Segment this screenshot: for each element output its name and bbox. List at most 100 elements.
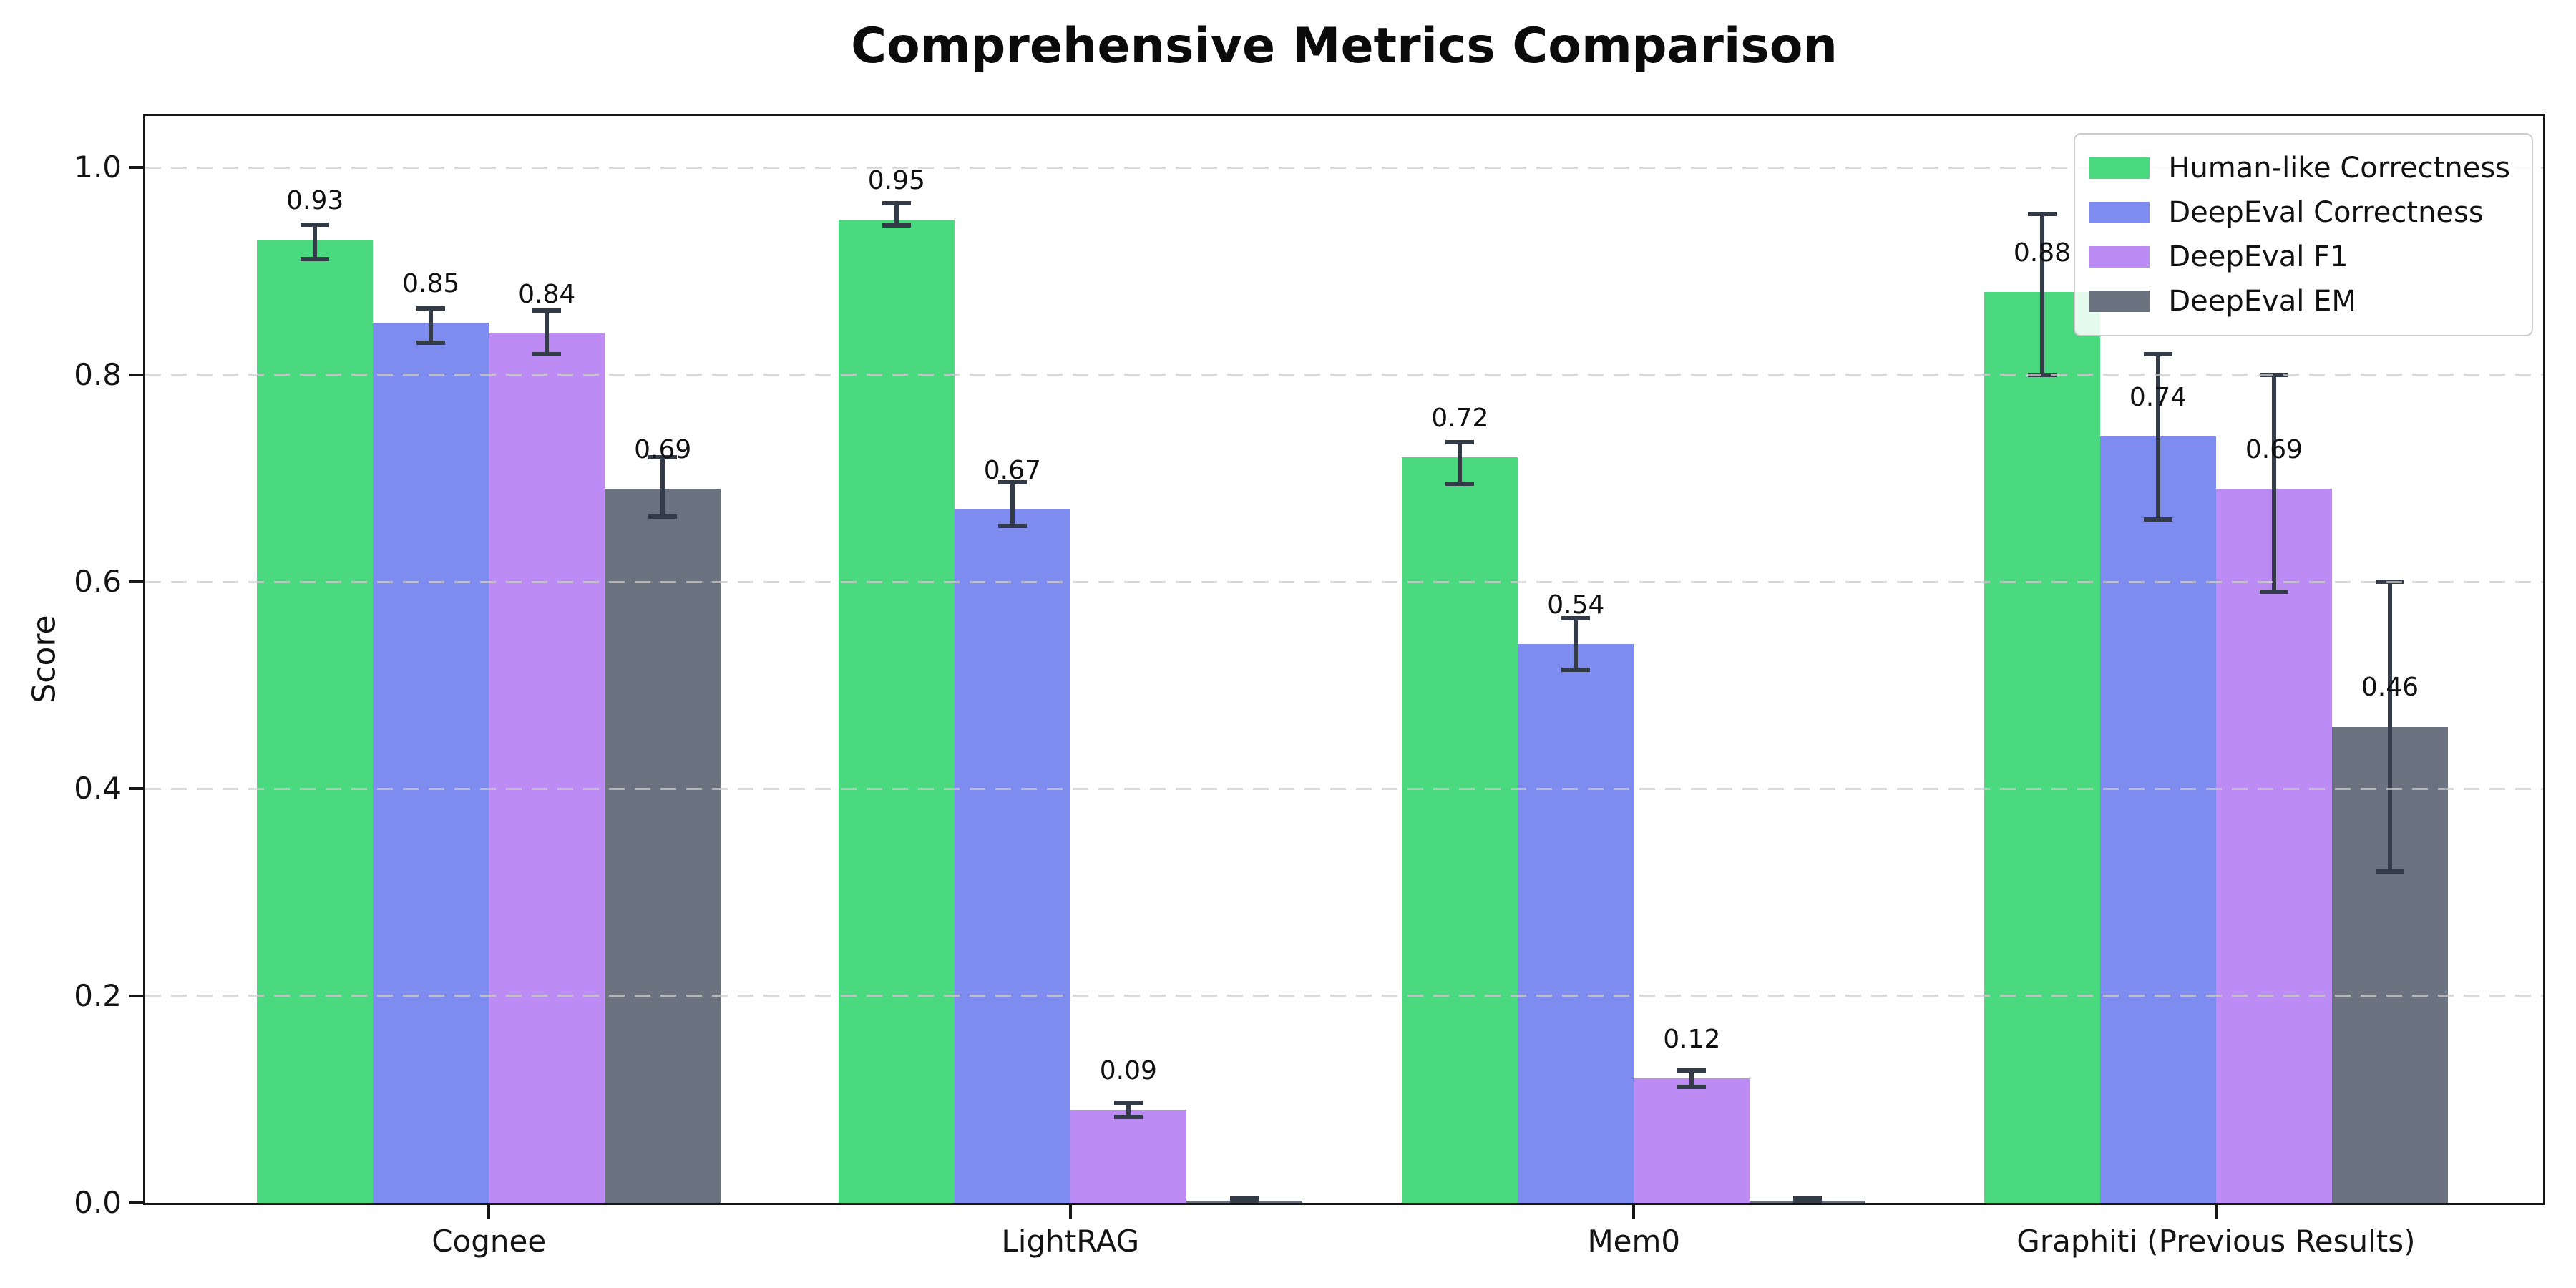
y-tick-mark (129, 373, 143, 376)
bar-value-label: 0.72 (1431, 404, 1489, 434)
y-tick-label: 0.8 (74, 356, 122, 392)
x-tick-label-1: Cognee (431, 1224, 547, 1259)
error-bar (1689, 1070, 1694, 1087)
error-bar-cap (2375, 580, 2404, 584)
y-tick-mark (129, 1201, 143, 1204)
bar-lightrag-series-1 (838, 219, 955, 1203)
bar-value-label: 0.67 (983, 455, 1041, 485)
error-bar (1574, 618, 1579, 670)
error-bar-cap (2259, 372, 2288, 377)
error-bar-cap (997, 480, 1027, 485)
error-bar (2155, 353, 2160, 520)
error-bar-cap (532, 351, 562, 356)
bar-cognee-series-1 (257, 240, 374, 1203)
legend: Human-like Correctness DeepEval Correctne… (2074, 133, 2533, 336)
error-bar (1010, 482, 1015, 526)
legend-swatch (2089, 246, 2150, 268)
error-bar (894, 203, 899, 226)
x-tick-label-4: Graphiti (Previous Results) (2016, 1224, 2416, 1259)
error-bar-cap (648, 455, 678, 460)
legend-swatch (2089, 157, 2150, 179)
y-tick-label: 0.6 (74, 564, 122, 599)
error-bar (1126, 1102, 1131, 1117)
bar-value-label: 0.54 (1547, 590, 1605, 620)
error-bar-cap (1445, 439, 1475, 444)
error-bar (1458, 441, 1463, 484)
error-bar-cap (301, 256, 330, 261)
y-tick-mark (129, 994, 143, 997)
error-bar-cap (1113, 1100, 1143, 1105)
chart-title: Comprehensive Metrics Comparison (851, 18, 1838, 74)
legend-label: DeepEval F1 (2168, 240, 2348, 273)
bar-value-label: 0.69 (634, 434, 692, 464)
bar-graphiti-previous-results--series-1 (1984, 291, 2100, 1203)
y-axis-label: Score (26, 615, 63, 703)
legend-item: Human-like Correctness (2089, 146, 2510, 190)
y-tick-label: 1.0 (74, 150, 122, 185)
y-tick-label: 0.4 (74, 771, 122, 806)
legend-label: Human-like Correctness (2168, 152, 2510, 185)
x-tick-mark (1632, 1205, 1636, 1219)
error-bar-cap (1677, 1084, 1707, 1089)
error-bar-cap (1561, 615, 1591, 620)
x-tick-label-2: LightRAG (1001, 1224, 1140, 1259)
bar-value-label: 0.88 (2013, 238, 2071, 268)
legend-swatch (2089, 202, 2150, 223)
error-bar (545, 310, 550, 354)
error-bar-cap (648, 514, 678, 519)
error-bar-cap (416, 306, 446, 311)
bar-value-label: 0.69 (2245, 434, 2303, 464)
error-bar-cap (1561, 667, 1591, 672)
bar-cognee-series-3 (489, 333, 605, 1203)
error-bar-cap (2143, 351, 2172, 356)
error-bar-cap (1445, 481, 1475, 486)
error-bar-cap (882, 200, 911, 205)
error-bar-cap (1677, 1068, 1707, 1073)
y-tick-mark (129, 166, 143, 170)
error-bar-cap (2259, 590, 2288, 595)
x-tick-mark (487, 1205, 491, 1219)
bar-value-label: 0.93 (286, 186, 344, 216)
bar-graphiti-previous-results--series-2 (2099, 436, 2216, 1203)
y-tick-mark (129, 787, 143, 791)
error-bar-cap (532, 308, 562, 313)
error-bar-cap (997, 523, 1027, 528)
legend-item: DeepEval Correctness (2089, 190, 2510, 235)
bar-mem0-series-1 (1402, 457, 1518, 1203)
bar-mem0-series-3 (1634, 1078, 1750, 1203)
legend-label: DeepEval Correctness (2168, 196, 2484, 229)
bar-value-label: 0.95 (867, 165, 925, 195)
error-bar-cap (301, 222, 330, 227)
error-bar (2271, 374, 2276, 592)
error-bar-cap (1229, 1196, 1259, 1201)
bar-value-label: 0.84 (518, 279, 576, 309)
error-bar (2387, 582, 2392, 872)
bar-value-label: 0.09 (1099, 1055, 1157, 1085)
bar-cognee-series-2 (373, 323, 489, 1203)
legend-label: DeepEval EM (2168, 285, 2356, 318)
legend-swatch (2089, 291, 2150, 312)
y-tick-label: 0.0 (74, 1185, 122, 1220)
error-bar (313, 224, 318, 259)
bar-mem0-series-2 (1518, 643, 1634, 1203)
plot-area: Human-like Correctness DeepEval Correctne… (143, 114, 2545, 1205)
error-bar (660, 457, 665, 517)
error-bar-cap (2027, 212, 2057, 217)
error-bar-cap (882, 223, 911, 228)
bar-graphiti-previous-results--series-3 (2215, 488, 2332, 1203)
error-bar-cap (2027, 372, 2057, 377)
bar-cognee-series-4 (605, 488, 721, 1203)
x-tick-mark (1068, 1205, 1072, 1219)
bar-lightrag-series-2 (954, 509, 1070, 1203)
error-bar (429, 308, 434, 343)
error-bar-cap (2375, 869, 2404, 874)
bar-value-label: 0.74 (2129, 383, 2187, 413)
bar-lightrag-series-3 (1070, 1109, 1186, 1203)
error-bar-cap (1113, 1114, 1143, 1119)
x-tick-mark (2214, 1205, 2218, 1219)
y-tick-mark (129, 580, 143, 583)
error-bar-cap (2143, 517, 2172, 522)
x-tick-label-3: Mem0 (1587, 1224, 1681, 1259)
bar-value-label: 0.85 (402, 269, 460, 299)
